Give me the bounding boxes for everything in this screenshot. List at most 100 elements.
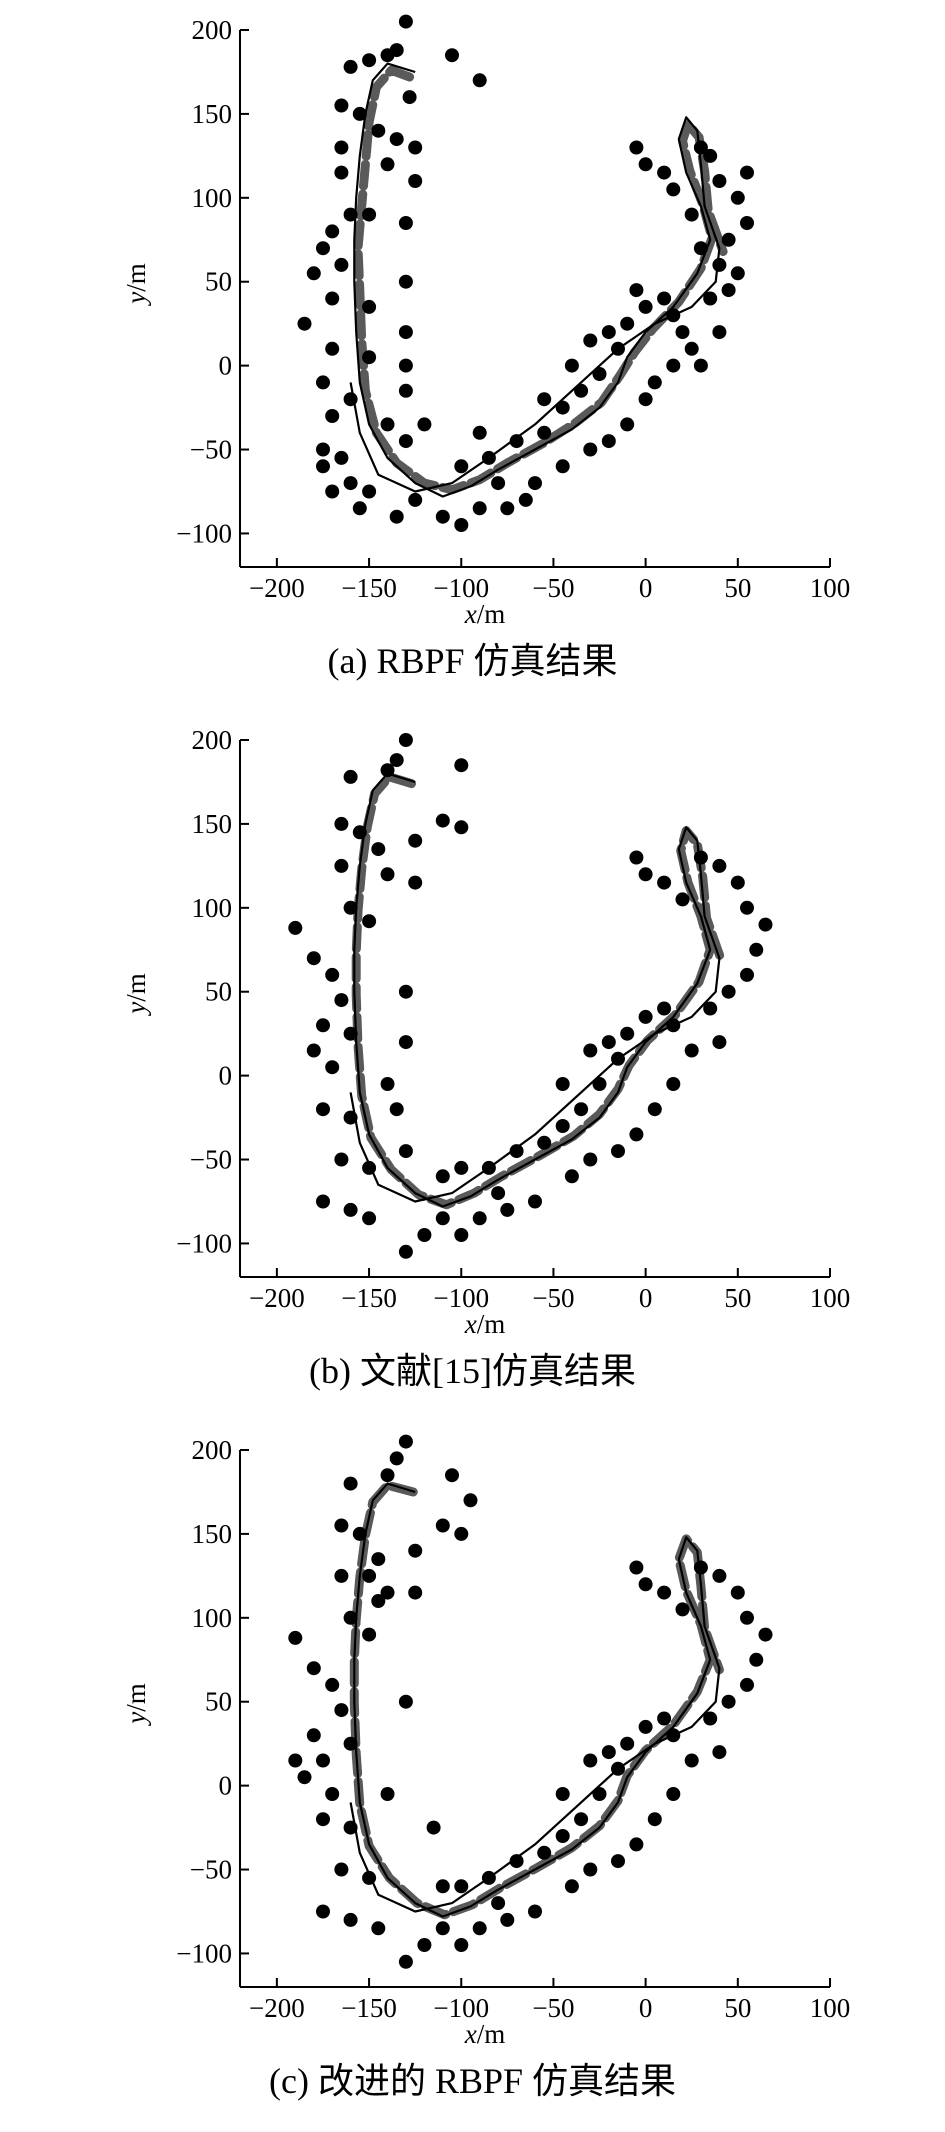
landmark-point xyxy=(343,769,358,784)
landmark-point xyxy=(574,383,589,398)
landmark-point xyxy=(509,434,524,449)
landmark-point xyxy=(638,1719,653,1734)
landmark-point xyxy=(362,914,377,929)
landmark-point xyxy=(684,1043,699,1058)
landmark-point xyxy=(362,53,377,68)
landmark-point xyxy=(583,1862,598,1877)
chart-a: −200 −150 −100 −50 0 50 100 −100 −50 0 50 100 150 200… xyxy=(121,14,850,629)
landmark-point xyxy=(343,1912,358,1927)
landmark-point xyxy=(620,1736,635,1751)
x-axis-label-var: x xyxy=(464,2019,477,2049)
landmark-point xyxy=(352,106,367,121)
landmark-point xyxy=(417,417,432,432)
landmark-point xyxy=(380,48,395,63)
landmark-point xyxy=(629,140,644,155)
landmark-point xyxy=(740,1610,754,1625)
landmark-point xyxy=(703,291,718,306)
landmark-point xyxy=(730,875,745,890)
landmark-point xyxy=(398,733,413,747)
landmark-point xyxy=(316,1018,330,1033)
landmark-point xyxy=(316,442,330,457)
landmark-point xyxy=(334,165,349,180)
landmark-point xyxy=(288,1630,303,1645)
landmark-point xyxy=(749,1652,764,1667)
landmark-point xyxy=(402,90,417,105)
landmark-point xyxy=(445,48,459,63)
x-tick-label: 50 xyxy=(724,573,751,603)
landmark-point xyxy=(537,425,552,440)
landmark-point xyxy=(435,509,450,524)
landmark-point xyxy=(472,1921,487,1936)
landmark-point xyxy=(675,1602,690,1617)
landmark-point xyxy=(334,140,349,155)
chart-c: −200 −150 −100 −50 0 50 100 −100 −50 0 50 100 150 200… xyxy=(121,1434,850,2049)
landmark-point xyxy=(740,1677,754,1692)
x-tick-label: −200 xyxy=(249,573,305,603)
landmark-point xyxy=(647,375,662,390)
landmark-point xyxy=(555,400,570,415)
landmark-point xyxy=(343,392,358,407)
landmark-point xyxy=(352,1526,367,1541)
landmark-point xyxy=(491,476,506,491)
landmark-point xyxy=(454,1228,469,1242)
landmark-point xyxy=(703,1711,718,1726)
landmark-point xyxy=(481,450,496,465)
y-tick-label: −100 xyxy=(176,1938,232,1968)
landmark-point xyxy=(408,1543,423,1558)
landmark-point xyxy=(657,165,672,180)
landmark-point xyxy=(472,1211,487,1226)
landmark-point xyxy=(629,1837,644,1852)
landmark-point xyxy=(380,1787,395,1801)
landmark-point xyxy=(528,476,542,491)
x-axis-label-unit: /m xyxy=(477,2019,506,2049)
landmark-point xyxy=(306,1661,321,1676)
landmark-point xyxy=(666,1018,681,1033)
landmark-point xyxy=(435,1518,450,1533)
landmark-point xyxy=(426,1820,441,1835)
landmark-point xyxy=(740,967,754,982)
landmark-point xyxy=(316,1904,330,1919)
landmark-point xyxy=(555,1077,570,1091)
landmark-point xyxy=(528,1904,542,1919)
landmark-point xyxy=(343,1110,358,1125)
x-axis-label: x/m xyxy=(464,1309,506,1339)
landmark-point xyxy=(638,1577,653,1592)
x-tick-label: 50 xyxy=(724,1993,751,2023)
landmark-point xyxy=(454,758,469,773)
landmark-point xyxy=(454,518,469,532)
landmark-point xyxy=(574,1812,589,1827)
landmark-point xyxy=(362,1627,377,1642)
landmark-point xyxy=(657,1711,672,1726)
landmark-point xyxy=(666,358,681,373)
landmark-point xyxy=(371,842,386,857)
landmark-point xyxy=(555,1119,570,1133)
landmark-point xyxy=(334,1703,349,1718)
landmark-point xyxy=(583,1753,598,1768)
landmark-point xyxy=(306,1728,321,1743)
x-tick-label: 0 xyxy=(639,573,653,603)
x-tick-label: −50 xyxy=(532,573,574,603)
landmark-point xyxy=(398,1434,413,1449)
landmark-point xyxy=(629,1560,644,1575)
x-tick-label: −100 xyxy=(433,1283,489,1313)
landmark-point xyxy=(454,1879,469,1894)
landmark-point xyxy=(325,409,340,423)
y-axis-label-unit: /m xyxy=(121,1683,151,1712)
landmark-point xyxy=(306,951,321,966)
landmark-point xyxy=(684,207,699,222)
landmark-point xyxy=(389,1102,404,1117)
landmark-point xyxy=(500,1202,515,1217)
landmark-point xyxy=(297,1770,312,1785)
landmark-point xyxy=(408,1585,423,1600)
y-axis-label-var: y xyxy=(121,1002,151,1017)
landmark-point xyxy=(362,207,377,222)
x-axis-label-unit: /m xyxy=(477,1309,506,1339)
y-tick-label: 100 xyxy=(192,893,233,923)
landmark-point xyxy=(620,316,635,331)
landmark-point xyxy=(537,1845,552,1860)
x-axis-label-var: x xyxy=(464,1309,477,1339)
landmark-point xyxy=(574,1102,589,1117)
landmark-point xyxy=(555,1829,570,1843)
landmark-point xyxy=(721,984,736,999)
landmark-point xyxy=(343,900,358,915)
